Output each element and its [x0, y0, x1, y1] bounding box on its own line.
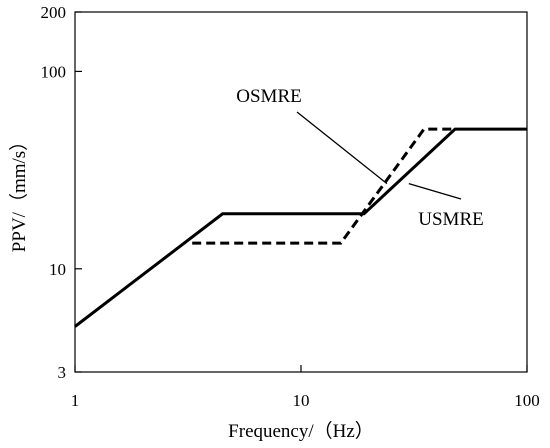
x-axis-label: Frequency/（Hz） — [228, 420, 374, 442]
y-tick-label: 10 — [49, 260, 66, 279]
x-tick-label: 100 — [514, 391, 540, 410]
series-layer — [74, 127, 527, 328]
series-line-osmre — [192, 127, 455, 245]
annotation-usmre: USMRE — [418, 209, 483, 230]
y-axis: 3 10 100 200 — [41, 3, 82, 382]
annotations-layer: OSMRE USMRE — [236, 86, 483, 230]
annotation-leader-osmre — [296, 111, 388, 185]
y-tick-label: 3 — [58, 363, 67, 382]
y-tick-label: 100 — [41, 62, 67, 81]
plot-area-frame — [74, 11, 528, 373]
annotation-leader-usmre — [408, 183, 462, 200]
x-tick-label: 1 — [71, 391, 80, 410]
y-axis-label: PPV/（mm/s） — [8, 132, 30, 252]
x-tick-label: 10 — [293, 391, 310, 410]
annotation-osmre: OSMRE — [236, 86, 301, 107]
y-tick-label: 200 — [41, 3, 67, 22]
x-axis: 1 10 100 — [71, 365, 540, 410]
